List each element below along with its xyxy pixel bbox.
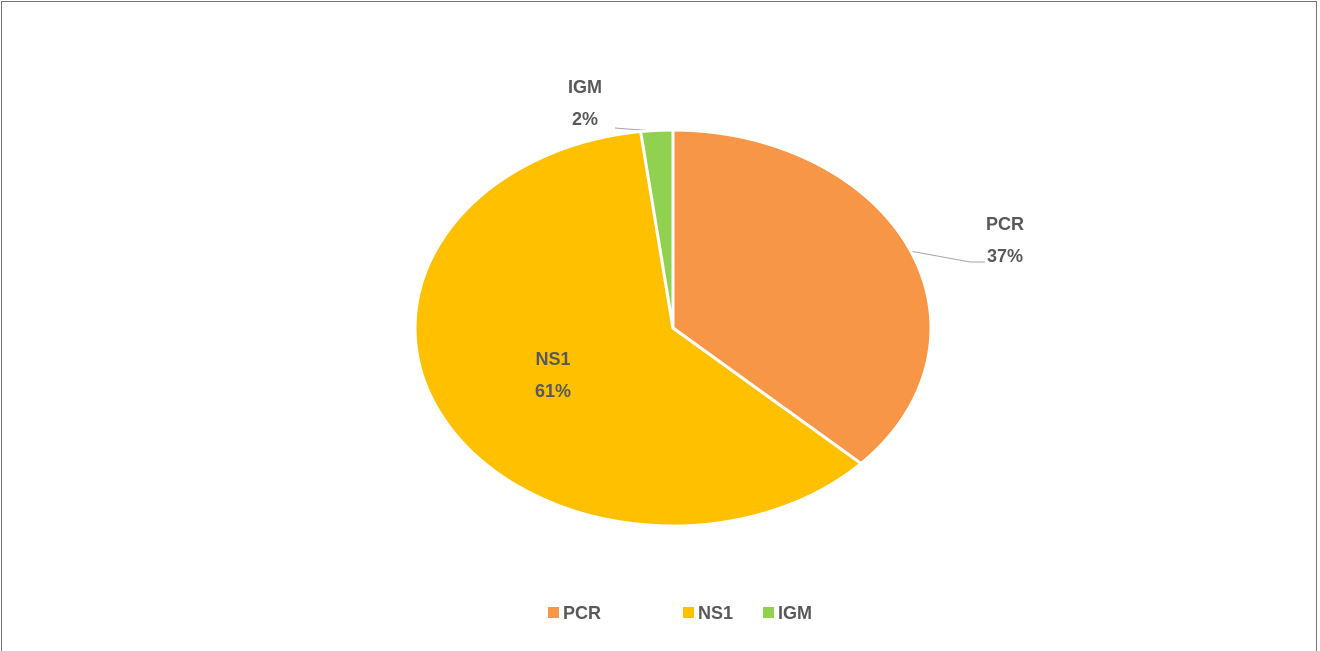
data-label-value: 37% [987,246,1023,266]
pie-slice [639,128,675,330]
data-label-value: 2% [572,109,598,129]
data-label-category: PCR [986,214,1024,234]
data-label-value: 61% [535,381,571,401]
legend-label: NS1 [698,603,733,623]
legend-swatch [683,607,694,618]
legend-swatch [763,607,774,618]
legend-label: PCR [563,603,601,623]
data-label-category: NS1 [535,349,570,369]
legend-label: IGM [778,603,812,623]
legend-swatch [548,607,559,618]
pie-slice [413,130,863,528]
data-label-category: IGM [568,77,602,97]
pie-slice [671,128,933,466]
leader-line [909,250,971,263]
